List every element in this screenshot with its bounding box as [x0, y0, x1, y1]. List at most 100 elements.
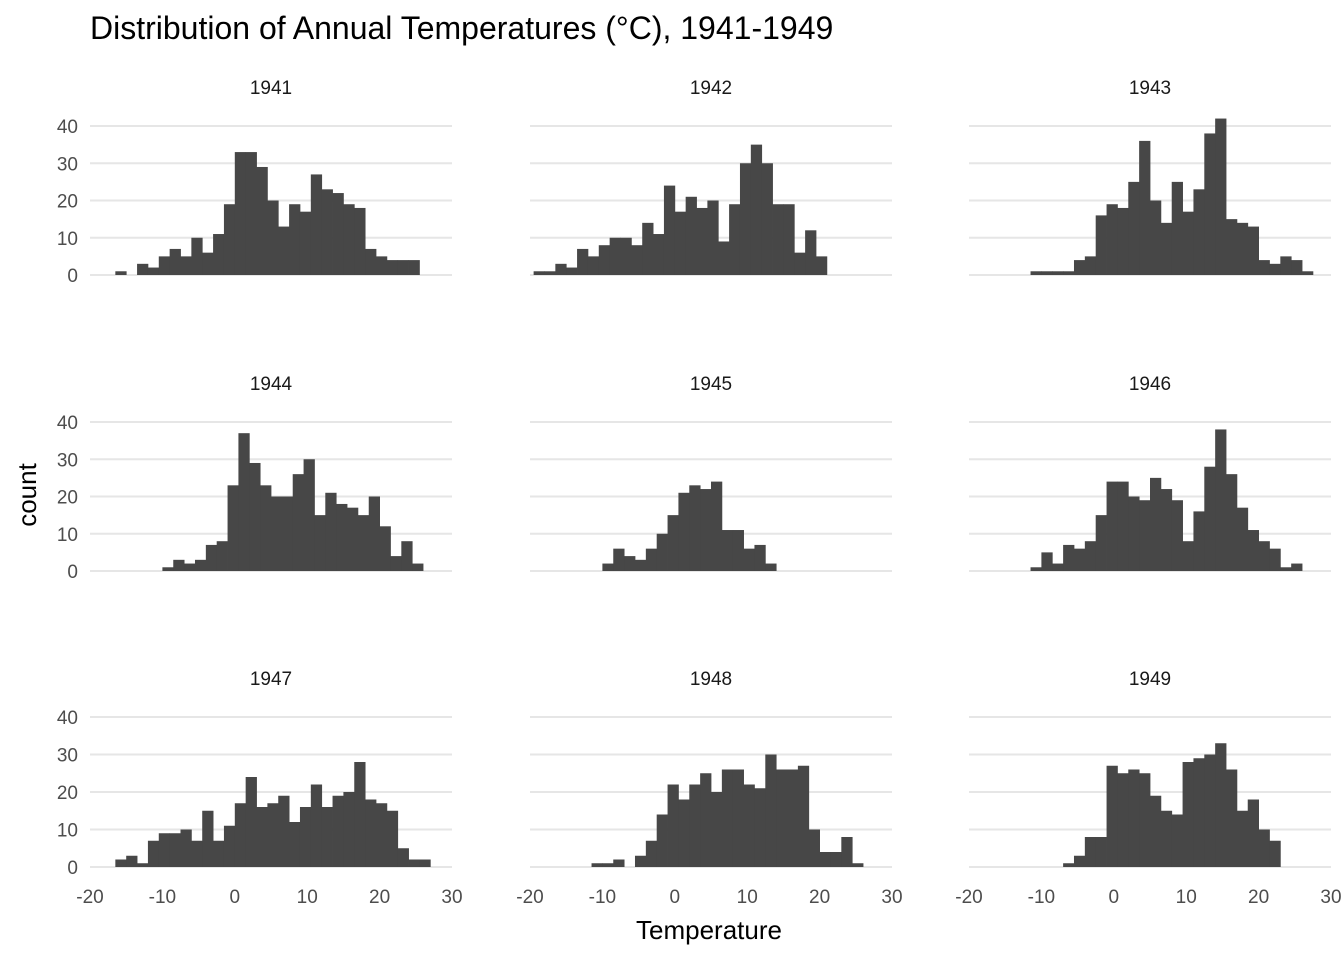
histogram-bar	[805, 230, 817, 275]
x-tick-label: 20	[809, 887, 830, 908]
histogram-bar	[587, 256, 600, 275]
histogram-bar	[267, 803, 279, 867]
histogram-bar	[245, 777, 257, 867]
histogram-bar	[598, 245, 611, 275]
histogram-bar	[245, 152, 257, 275]
y-axis-ticks: 0 10 20 30 40 0 10 20 30 40 0 10 20 30 40	[57, 117, 78, 879]
histogram-bar	[184, 563, 196, 571]
y-tick-label: 10	[57, 229, 78, 250]
histogram-bar	[191, 840, 203, 867]
histogram-bar	[202, 810, 214, 867]
histogram-bar	[375, 803, 388, 867]
histogram-bar	[1106, 481, 1118, 571]
histogram-bar	[732, 530, 744, 571]
histogram-bar	[267, 200, 279, 275]
histogram-bar	[689, 485, 701, 571]
histogram-bar	[223, 204, 236, 275]
histogram-bar	[776, 769, 788, 867]
histogram-bar	[1117, 481, 1129, 571]
histogram-bar	[169, 248, 181, 275]
histogram-bar	[624, 556, 636, 571]
histogram-bar	[1182, 762, 1194, 867]
histogram-bar	[408, 260, 420, 275]
histogram-bar	[609, 237, 621, 275]
histogram-bar	[656, 533, 668, 571]
histogram-bar	[678, 492, 690, 571]
histogram-bar	[1247, 226, 1259, 275]
histogram-bar	[1073, 855, 1086, 867]
histogram-bar	[213, 234, 225, 275]
histogram-bar	[808, 829, 820, 867]
histogram-bar	[761, 163, 773, 275]
histogram-bar	[271, 496, 283, 571]
histogram-bar	[700, 773, 712, 867]
histogram-bar	[772, 204, 784, 275]
histogram-bar	[711, 481, 723, 571]
histogram-bar	[216, 541, 228, 571]
facet-label: 1948	[690, 669, 732, 690]
histogram-bar	[544, 271, 556, 275]
histogram-bar	[365, 248, 377, 275]
x-tick-label: 0	[1109, 887, 1120, 908]
histogram-bar	[357, 515, 370, 571]
x-tick-label: -20	[516, 887, 543, 908]
histogram-bar	[1193, 189, 1205, 275]
y-axis-title: count	[12, 462, 42, 526]
histogram-bar	[354, 207, 366, 275]
histogram-bar	[1128, 181, 1140, 275]
histogram-bar	[419, 859, 431, 867]
histogram-bar	[158, 256, 171, 275]
histogram-bar	[1193, 511, 1205, 571]
x-tick-label: 20	[369, 887, 390, 908]
facet-label: 1944	[250, 374, 293, 395]
histogram-bar	[631, 245, 643, 275]
x-tick-label: 30	[881, 887, 902, 908]
histogram-bar	[310, 784, 323, 867]
histogram-bar	[794, 252, 806, 275]
histogram-bar	[642, 222, 654, 275]
histogram-bar	[634, 559, 647, 571]
y-tick-label: 20	[57, 488, 78, 509]
histogram-bar	[656, 814, 668, 867]
histogram-bar	[718, 241, 730, 275]
histogram-bar	[1106, 204, 1118, 275]
histogram-bar	[555, 263, 567, 275]
histogram-bar	[289, 204, 301, 275]
histogram-bar	[1215, 118, 1227, 275]
x-tick-label: -10	[589, 887, 616, 908]
histogram-bar	[783, 204, 795, 275]
histogram-bar	[685, 196, 697, 275]
histogram-bar	[1150, 795, 1162, 867]
facet-panel-1946: 1946	[969, 374, 1331, 572]
histogram-bar	[1204, 754, 1216, 867]
facet-panel-1945: 1945	[530, 374, 892, 572]
histogram-bar	[314, 515, 326, 571]
histogram-bar	[1204, 466, 1216, 571]
histogram-bar	[830, 852, 842, 867]
histogram-bar	[390, 556, 402, 571]
histogram-bar	[1150, 477, 1162, 571]
histogram-bar	[696, 207, 708, 275]
histogram-bar	[1226, 769, 1238, 867]
histogram-bar	[750, 144, 763, 275]
histogram-bar	[180, 256, 192, 275]
histogram-bar	[310, 174, 323, 275]
histogram-bar	[375, 256, 388, 275]
histogram-bar	[1063, 271, 1075, 275]
histogram-bar	[1117, 207, 1129, 275]
y-tick-label: 40	[57, 708, 78, 729]
histogram-bar	[1128, 769, 1140, 867]
histogram-bar	[1182, 211, 1194, 275]
histogram-bar	[205, 544, 218, 571]
histogram-bar	[147, 267, 160, 275]
histogram-bar	[365, 799, 377, 867]
x-tick-label: -20	[955, 887, 982, 908]
histogram-bar	[1236, 810, 1249, 867]
histogram-bar	[634, 855, 647, 867]
histogram-bar	[379, 526, 391, 571]
x-tick-label: 30	[441, 887, 462, 908]
x-tick-label: 10	[737, 887, 758, 908]
histogram-bar	[194, 559, 207, 571]
y-tick-label: 0	[67, 858, 78, 879]
histogram-bar	[1269, 840, 1281, 867]
